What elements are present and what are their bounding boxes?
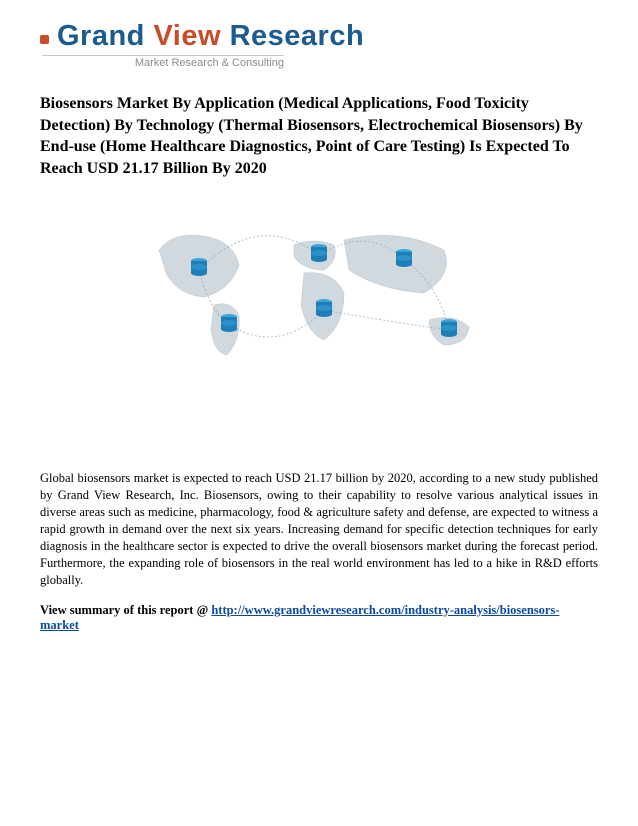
logo-word-view: View	[153, 20, 221, 52]
logo-word-research: Research	[230, 20, 365, 52]
cta-line: View summary of this report @ http://www…	[40, 603, 598, 633]
logo-tagline: Market Research & Consulting	[42, 55, 284, 69]
report-title: Biosensors Market By Application (Medica…	[40, 93, 598, 179]
logo-text: Grand View Research	[57, 20, 364, 52]
document-page: Grand View Research Market Research & Co…	[0, 0, 638, 663]
report-summary-paragraph: Global biosensors market is expected to …	[40, 470, 598, 588]
logo-word-grand: Grand	[57, 20, 145, 52]
hero-graphic-container	[40, 215, 598, 380]
cta-prefix: View summary of this report @	[40, 603, 211, 617]
logo-bullet-icon	[40, 35, 49, 44]
company-logo: Grand View Research Market Research & Co…	[40, 20, 598, 71]
world-map-network-icon	[139, 215, 499, 375]
